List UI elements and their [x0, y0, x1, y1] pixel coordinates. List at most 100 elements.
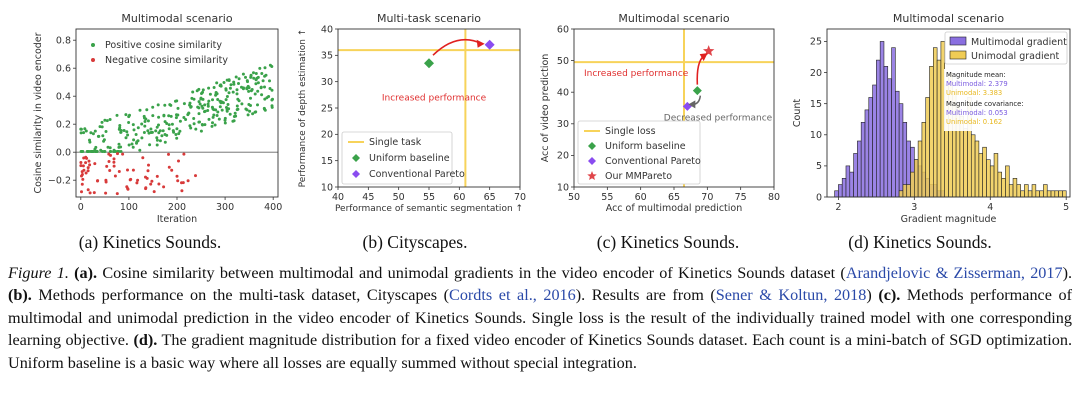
x-tick-label: 400: [264, 202, 282, 213]
positive-point: [234, 114, 238, 118]
x-tick-label: 200: [168, 202, 186, 213]
y-tick-label: 5: [816, 161, 822, 172]
positive-point: [155, 138, 159, 142]
negative-point: [112, 157, 116, 161]
y-tick-label: 20: [557, 151, 569, 162]
positive-point: [222, 81, 226, 84]
citation-link[interactable]: Cordts et al., 2016: [449, 286, 576, 305]
unimodal-bar: [1058, 190, 1063, 198]
multimodal-bar: [879, 41, 885, 198]
positive-point: [236, 97, 240, 101]
negative-point: [176, 179, 180, 183]
positive-point: [127, 143, 131, 147]
negative-point: [194, 174, 197, 178]
negative-point: [180, 189, 184, 193]
negative-point: [107, 160, 111, 163]
positive-point: [225, 108, 229, 112]
positive-point: [268, 79, 271, 83]
positive-point: [261, 79, 265, 83]
legend-label-positive: Positive cosine similarity: [105, 40, 222, 51]
negative-point: [170, 168, 174, 172]
positive-point: [83, 127, 87, 131]
positive-point: [199, 96, 203, 100]
positive-point: [163, 103, 167, 107]
negative-point: [108, 169, 112, 172]
x-tick-label: 300: [216, 202, 234, 213]
positive-point: [224, 98, 228, 102]
positive-point: [178, 129, 182, 133]
positive-point: [227, 91, 231, 95]
positive-point: [226, 103, 230, 106]
legend-box: [944, 31, 1068, 65]
unimodal-bar: [978, 153, 983, 198]
positive-point: [252, 76, 256, 80]
negative-point: [82, 156, 86, 160]
positive-point: [256, 103, 259, 107]
subcaption-d: (d) Kinetics Sounds.: [848, 232, 992, 252]
multimodal-bar: [849, 171, 854, 198]
negative-point: [141, 156, 145, 160]
positive-point: [148, 143, 152, 147]
y-tick-label: 10: [321, 182, 333, 193]
stats-cov-multimodal: Multimodal: 0.053: [946, 109, 1008, 117]
negative-point: [92, 191, 96, 195]
unimodal-bar: [898, 190, 904, 198]
legend-marker-negative: [91, 58, 95, 62]
positive-point: [171, 129, 175, 133]
multimodal-bar: [857, 140, 862, 198]
x-tick-label: 2: [835, 202, 841, 213]
positive-point: [192, 122, 196, 126]
positive-point: [201, 88, 205, 92]
legend-label-unimodal: Unimodal gradient: [971, 51, 1059, 62]
y-tick-label: 20: [321, 130, 333, 141]
positive-point: [108, 118, 112, 121]
positive-point: [246, 113, 250, 117]
positive-point: [207, 117, 211, 121]
positive-point: [124, 113, 128, 117]
positive-point: [216, 110, 220, 114]
citation-link[interactable]: Arandjelovic & Zisserman, 2017: [845, 264, 1063, 282]
multimodal-bar: [895, 90, 900, 198]
positive-point: [198, 120, 201, 124]
positive-point: [203, 110, 206, 114]
chart-title: Multi-task scenario: [377, 12, 481, 25]
citation-link[interactable]: Sener & Koltun, 2018: [715, 286, 867, 305]
positive-point: [122, 129, 126, 132]
positive-point: [234, 75, 238, 79]
negative-point: [147, 163, 150, 167]
negative-point: [162, 185, 166, 189]
chart-a: Multimodal scenario 0 100 200 300 400 −0.2 0.0 0…: [8, 4, 283, 226]
positive-point: [237, 82, 240, 85]
legend-label-mmpareto: Our MMPareto: [605, 171, 672, 182]
positive-point: [247, 89, 251, 93]
positive-point: [235, 108, 239, 112]
positive-point: [162, 114, 166, 118]
caption-b-tag: (b).: [8, 286, 32, 305]
unimodal-bar: [921, 122, 927, 198]
y-tick-label: 15: [321, 156, 333, 167]
negative-point: [175, 174, 179, 178]
x-tick-label: 100: [120, 202, 138, 213]
caption-b-mid: ). Results are from (: [575, 286, 716, 305]
positive-point: [89, 150, 93, 153]
unimodal-bar: [1043, 184, 1048, 198]
negative-point: [113, 174, 117, 178]
x-tick-label: 40: [332, 192, 344, 203]
multimodal-bar: [883, 66, 889, 198]
y-tick-label: 10: [557, 182, 569, 193]
increase-arrow: [432, 38, 483, 56]
negative-point: [116, 152, 119, 156]
positive-point: [214, 91, 218, 94]
positive-point: [163, 140, 167, 144]
caption-d-text: The gradient magnitude distribution for …: [8, 331, 1072, 372]
positive-point: [136, 139, 140, 143]
negative-point: [129, 177, 133, 181]
positive-point: [119, 150, 123, 153]
figure-label: Figure 1.: [8, 264, 69, 282]
positive-point: [167, 127, 171, 131]
negative-point: [112, 164, 116, 168]
negative-point: [181, 181, 185, 185]
unimodal-bar: [1024, 184, 1029, 198]
positive-point: [247, 86, 251, 90]
y-tick-label: 50: [557, 56, 569, 67]
